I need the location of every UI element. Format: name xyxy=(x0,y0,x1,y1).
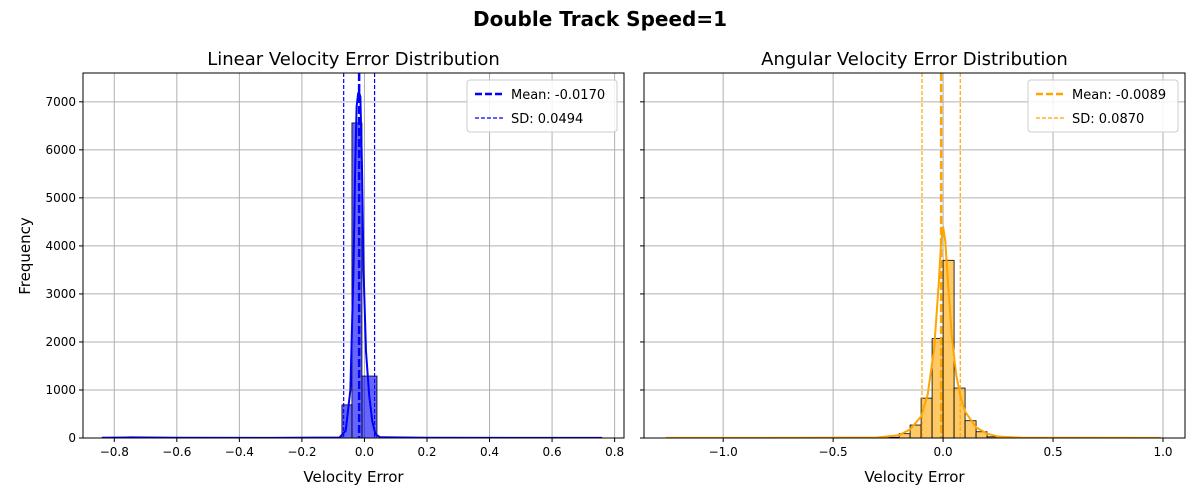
angular-x-tick-label: −0.5 xyxy=(819,445,848,459)
linear-y-tick-label: 1000 xyxy=(45,383,76,397)
figure-suptitle: Double Track Speed=1 xyxy=(473,7,727,31)
angular-legend-sd-label: SD: 0.0870 xyxy=(1072,112,1144,127)
linear-x-tick-label: 0.2 xyxy=(417,445,436,459)
angular-histogram-bar xyxy=(975,431,988,438)
angular-legend-mean-label: Mean: -0.0089 xyxy=(1072,88,1166,103)
linear-x-tick-label: −0.6 xyxy=(162,445,191,459)
linear-x-tick-label: −0.4 xyxy=(225,445,254,459)
linear-legend-sd-label: SD: 0.0494 xyxy=(511,112,583,127)
linear-y-tick-label: 7000 xyxy=(45,95,76,109)
linear-y-tick-label: 6000 xyxy=(45,143,76,157)
linear-y-tick-label: 0 xyxy=(68,431,76,445)
linear-chart-title: Linear Velocity Error Distribution xyxy=(207,49,500,70)
linear-legend-mean-label: Mean: -0.0170 xyxy=(511,88,605,103)
linear-x-tick-label: −0.2 xyxy=(287,445,316,459)
linear-plot-area: −0.8 −0.6 −0.4 −0.2 0.0 0.2 0.4 0.6 0.8 0 1000 2000… xyxy=(45,72,625,459)
angular-x-tick-label: 0.0 xyxy=(934,445,953,459)
linear-x-tick-label: −0.8 xyxy=(100,445,129,459)
linear-y-tick-label: 2000 xyxy=(45,335,76,349)
linear-y-tick-label: 4000 xyxy=(45,239,76,253)
linear-velocity-panel: Linear Velocity Error Distribution −0.8−… xyxy=(16,49,625,486)
linear-x-tick-label: 0.8 xyxy=(605,445,624,459)
angular-histogram-bar xyxy=(920,397,933,438)
linear-x-tick-label: 0.0 xyxy=(355,445,374,459)
linear-x-axis-label: Velocity Error xyxy=(303,468,404,486)
linear-y-tick-label: 5000 xyxy=(45,191,76,205)
linear-legend: Mean: -0.0170 SD: 0.0494 xyxy=(466,79,618,133)
linear-y-axis-label: Frequency xyxy=(16,217,34,295)
angular-velocity-panel: Angular Velocity Error Distribution −1.0… xyxy=(640,49,1186,486)
angular-legend: Mean: -0.0089 SD: 0.0870 xyxy=(1027,79,1179,133)
angular-x-tick-label: −1.0 xyxy=(709,445,738,459)
angular-x-tick-label: 1.0 xyxy=(1153,445,1172,459)
angular-x-axis-label: Velocity Error xyxy=(864,468,965,486)
angular-x-tick-label: 0.5 xyxy=(1044,445,1063,459)
linear-y-tick-label: 3000 xyxy=(45,287,76,301)
angular-axes-frame xyxy=(643,72,1186,439)
angular-chart-title: Angular Velocity Error Distribution xyxy=(761,49,1068,70)
linear-x-tick-label: 0.4 xyxy=(480,445,499,459)
linear-x-tick-label: 0.6 xyxy=(543,445,562,459)
linear-axes-frame xyxy=(82,72,625,439)
angular-kde-curve xyxy=(665,226,1161,438)
angular-plot-area: −1.0 −0.5 0.0 0.5 1.0 Mean: -0.0089 SD: 0.0870 xyxy=(640,72,1186,459)
